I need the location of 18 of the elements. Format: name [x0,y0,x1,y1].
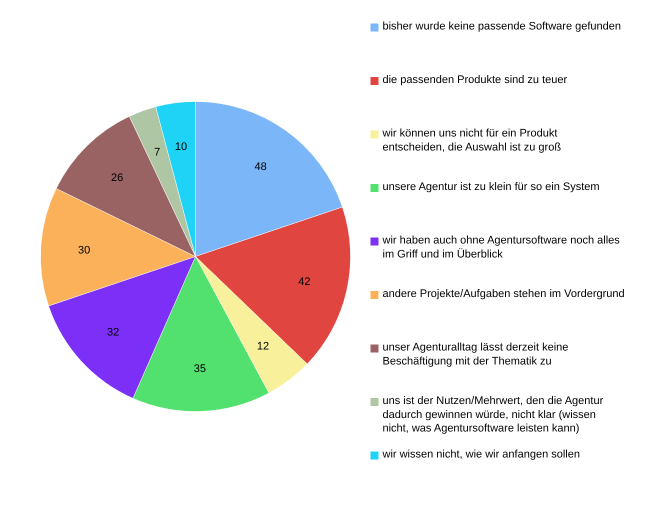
legend-label: wir können uns nicht für ein Produkt entscheiden, die Auswahl ist zu groß [382,128,562,154]
data-label: 12 [256,340,270,352]
data-label: 35 [194,363,206,376]
data-label: 42 [298,276,311,288]
data-label: 10 [174,140,188,153]
data-label: 30 [78,244,90,256]
legend-label: die passenden Produkte sind zu teuer [382,74,568,86]
legend-label: bisher wurde keine passende Software gefunden [382,20,621,32]
legend-label: unsere Agentur ist zu klein für so ein System [382,181,600,193]
legend-label: uns ist der Nutzen/Mehrwert, den die Agentur dadurch gewinnen würde, nicht klar (wissen nicht, was Agentursoftware leisten kann) [382,395,604,435]
data-label: 26 [110,172,124,184]
legend-label: wir haben auch ohne Agentursoftware noch alles im Griff und im Überblick [382,234,620,260]
legend-label: andere Projekte/Aufgaben stehen im Vordergrund [382,288,625,300]
data-label: 7 [154,146,160,159]
legend-label: wir wissen nicht, wie wir anfangen sollen [382,448,580,460]
legend-label: unser Agenturalltag lässt derzeit keine Beschäftigung mit der Thematik zu [382,342,568,368]
data-label: 32 [106,326,120,339]
data-label: 48 [254,160,267,173]
